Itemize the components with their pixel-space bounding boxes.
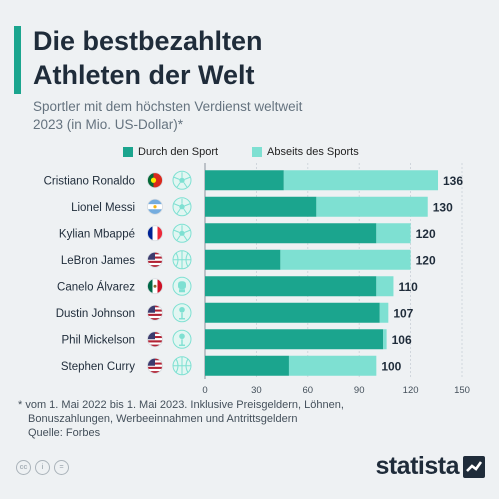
boxing-glove-icon	[172, 276, 192, 296]
statista-brand[interactable]: statista	[375, 452, 485, 481]
bar-sport	[205, 355, 289, 376]
category-label: Dustin Johnson	[56, 308, 135, 320]
no-derivatives-icon: =	[54, 460, 69, 475]
bar-offsport	[316, 196, 428, 217]
flag-usa-icon	[147, 304, 163, 321]
total-value-label: 110	[398, 280, 418, 294]
category-label: Kylian Mbappé	[59, 228, 135, 240]
total-value-label: 100	[381, 359, 401, 373]
total-value-label: 120	[416, 253, 436, 267]
bar-offsport	[379, 302, 389, 323]
x-tick-label: 30	[251, 385, 262, 396]
subtitle-line-2: 2023 (in Mio. US-Dollar)*	[33, 117, 184, 132]
title-line-2: Athleten der Welt	[33, 60, 255, 90]
chart-legend: Durch den Sport Abseits des Sports	[0, 146, 499, 160]
bar-sport	[205, 276, 377, 297]
flag-usa-icon	[147, 357, 163, 374]
x-tick-label: 0	[202, 385, 207, 396]
bar-offsport	[383, 329, 387, 350]
bar-offsport	[283, 170, 439, 191]
golf-icon	[172, 329, 192, 349]
football-icon	[172, 170, 192, 190]
basketball-icon	[172, 250, 192, 270]
statista-logo-icon	[463, 455, 485, 478]
footnote-line-1: * vom 1. Mai 2022 bis 1. Mai 2023. Inklu…	[18, 399, 344, 411]
total-value-label: 120	[416, 227, 436, 241]
category-label: LeBron James	[61, 255, 135, 267]
license-icons: cc i =	[16, 460, 69, 475]
basketball-icon	[172, 356, 192, 376]
x-tick-label: 120	[403, 385, 419, 396]
bar-offsport	[376, 223, 411, 244]
attribution-icon: i	[35, 460, 50, 475]
bar-sport	[205, 196, 317, 217]
football-icon	[172, 197, 192, 217]
football-icon	[172, 223, 192, 243]
subtitle-line-1: Sportler mit dem höchsten Verdienst welt…	[33, 99, 303, 114]
category-label: Cristiano Ronaldo	[44, 175, 135, 187]
bar-offsport	[288, 355, 377, 376]
x-tick-label: 150	[454, 385, 470, 396]
bar-sport	[205, 249, 281, 270]
bar-offsport	[376, 276, 394, 297]
legend-swatch-offsport	[252, 147, 262, 157]
x-tick-label: 60	[303, 385, 314, 396]
total-value-label: 130	[433, 200, 453, 214]
category-label: Canelo Álvarez	[57, 280, 135, 293]
chart-subtitle: Sportler mit dem höchsten Verdienst welt…	[33, 98, 473, 134]
flag-france-icon	[147, 225, 163, 242]
x-tick-label: 90	[354, 385, 365, 396]
total-value-label: 107	[393, 306, 413, 320]
flag-usa-icon	[147, 331, 163, 348]
brand-name: statista	[375, 452, 459, 480]
legend-item-offsport: Abseits des Sports	[252, 146, 359, 158]
golf-icon	[172, 303, 192, 323]
legend-label-sport: Durch den Sport	[138, 146, 219, 158]
flag-portugal-icon	[147, 172, 163, 189]
legend-swatch-sport	[123, 147, 133, 157]
footnote: * vom 1. Mai 2022 bis 1. Mai 2023. Inklu…	[18, 398, 458, 440]
category-label: Stephen Curry	[61, 361, 135, 373]
legend-item-sport: Durch den Sport	[123, 146, 218, 158]
bar-sport	[205, 170, 284, 191]
title-line-1: Die bestbezahlten	[33, 26, 263, 56]
total-value-label: 136	[443, 174, 463, 188]
category-label: Phil Mickelson	[62, 334, 136, 346]
bar-sport	[205, 329, 384, 350]
footnote-line-2: Bonuszahlungen, Werbeeinnahmen und Antri…	[28, 413, 298, 425]
bar-sport	[205, 302, 380, 323]
bar-sport	[205, 223, 377, 244]
category-label: Lionel Messi	[71, 202, 135, 214]
creative-commons-icon: cc	[16, 460, 31, 475]
flag-usa-icon	[147, 251, 163, 268]
flag-argentina-icon	[147, 198, 163, 215]
total-value-label: 106	[392, 333, 412, 347]
chart-title: Die bestbezahlten Athleten der Welt	[33, 24, 453, 92]
flag-mexico-icon	[147, 278, 163, 295]
title-accent-bar	[14, 26, 21, 94]
bar-offsport	[280, 249, 411, 270]
legend-label-offsport: Abseits des Sports	[267, 146, 359, 158]
source-text: Quelle: Forbes	[28, 427, 101, 439]
